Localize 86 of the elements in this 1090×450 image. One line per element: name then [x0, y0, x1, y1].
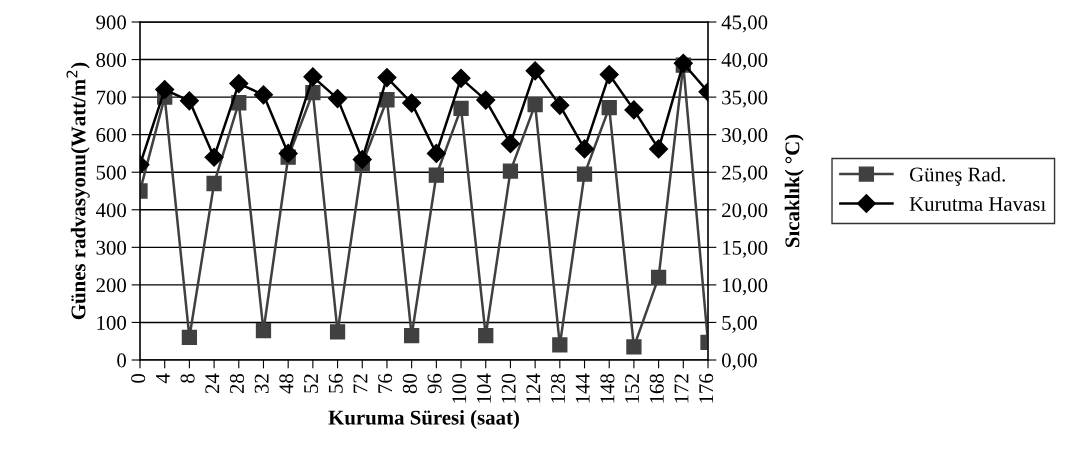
- x-tick-label: 168: [649, 373, 664, 403]
- point: [253, 85, 274, 105]
- x-tick-label: 144: [575, 373, 590, 403]
- point: [404, 327, 420, 344]
- point: [426, 143, 446, 163]
- point: [453, 100, 469, 117]
- y2-tick-label: 40,00: [721, 52, 768, 70]
- x-tick-label: 32: [254, 374, 269, 394]
- point: [576, 166, 593, 182]
- x-tick-label: 176: [699, 373, 714, 403]
- legend-label: Güneş Rad.: [909, 166, 1005, 186]
- y2-tick-label: 20,00: [722, 203, 768, 221]
- x-tick-label: 76: [378, 373, 393, 393]
- legend-label: Kurutma Havası: [909, 197, 1046, 211]
- x-tick-label: 0: [131, 373, 146, 383]
- x-tick-label: 4: [155, 373, 170, 384]
- x-tick-label: 148: [600, 373, 615, 403]
- point: [550, 95, 570, 115]
- y2-tick-label: 35,00: [722, 90, 768, 108]
- point: [525, 61, 545, 81]
- y-tick-label: 100: [97, 315, 127, 330]
- point: [527, 96, 543, 113]
- point: [476, 90, 496, 110]
- point: [328, 89, 348, 109]
- point: [329, 324, 346, 340]
- y2-tick-label: 45,00: [721, 15, 768, 33]
- point: [377, 68, 397, 88]
- point: [379, 92, 395, 108]
- x-tick-label: 72: [353, 374, 368, 393]
- y-tick-label: 800: [96, 52, 127, 67]
- point: [552, 337, 568, 353]
- x-tick-label: 128: [550, 373, 566, 403]
- y-tick-label: 300: [96, 240, 127, 255]
- point: [155, 80, 175, 100]
- point: [428, 167, 444, 183]
- y2-tick-label: 15,00: [723, 240, 768, 258]
- point: [352, 149, 372, 169]
- x-tick-label: 56: [328, 373, 343, 393]
- x-tick-label: 104: [476, 373, 491, 403]
- y-tick-label: 600: [96, 128, 127, 143]
- point: [278, 143, 298, 163]
- point: [255, 323, 272, 339]
- x-axis-title: Kuruma Süresi (saat): [328, 410, 519, 429]
- x-tick-label: 48: [279, 373, 294, 394]
- y-tick-label: 400: [95, 203, 127, 218]
- point: [626, 339, 642, 355]
- point: [206, 175, 222, 192]
- y2-tick-label: 30,00: [722, 128, 768, 146]
- point: [599, 65, 619, 85]
- y2-tick-label: 5,00: [722, 315, 757, 333]
- y-tick-label: 700: [96, 90, 127, 105]
- y2-axis-title: Sıcaklık( °C): [784, 134, 804, 248]
- x-tick-label: 124: [526, 373, 541, 403]
- point: [574, 139, 595, 159]
- point: [402, 93, 422, 113]
- x-tick-label: 100: [452, 373, 467, 403]
- point: [478, 327, 494, 344]
- point: [181, 329, 198, 346]
- y2-tick-label: 0,00: [721, 353, 757, 371]
- y2-tick-label: 25,00: [722, 165, 768, 183]
- y2-tick-label: 10,00: [723, 278, 768, 296]
- y-tick-label: 900: [96, 15, 127, 30]
- point: [451, 68, 471, 88]
- point: [649, 139, 669, 159]
- y-tick-label: 500: [96, 165, 127, 180]
- point: [500, 134, 520, 154]
- x-tick-label: 80: [402, 373, 417, 394]
- y-tick-label: 0: [117, 353, 127, 368]
- point: [624, 100, 644, 120]
- point: [502, 163, 519, 179]
- point: [204, 147, 224, 167]
- point: [229, 74, 249, 94]
- x-tick-label: 152: [625, 374, 640, 403]
- x-tick-label: 172: [674, 374, 689, 403]
- x-tick-label: 24: [205, 373, 220, 394]
- x-tick-label: 28: [229, 373, 244, 394]
- x-tick-label: 96: [427, 373, 442, 394]
- y-axis-title: Günes radvasyonu(Watt/m$^{2}$): [66, 62, 90, 320]
- point: [601, 99, 617, 116]
- point: [650, 269, 667, 286]
- x-tick-label: 52: [304, 374, 319, 393]
- point: [303, 67, 323, 87]
- x-tick-label: 8: [180, 373, 195, 383]
- point: [179, 91, 199, 111]
- x-tick-label: 120: [501, 373, 516, 403]
- y-tick-label: 200: [96, 278, 127, 293]
